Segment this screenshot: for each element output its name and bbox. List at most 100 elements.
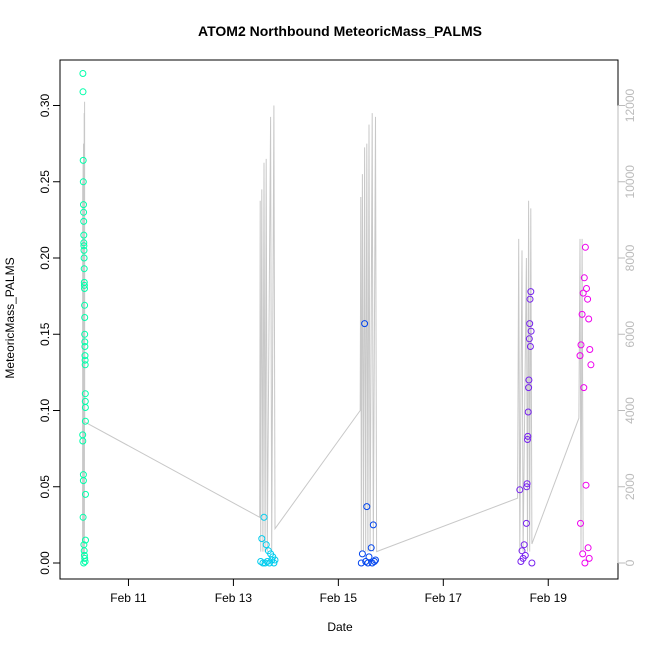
data-point <box>81 356 89 364</box>
data-point <box>524 408 532 416</box>
data-point <box>585 554 593 562</box>
data-point <box>357 559 365 567</box>
data-point <box>527 288 535 296</box>
data-point <box>580 384 588 392</box>
data-point <box>579 289 587 297</box>
data-point <box>80 239 88 247</box>
data-point <box>526 320 534 328</box>
data-point <box>81 417 89 425</box>
data-points-layer <box>79 70 595 567</box>
data-point <box>579 550 587 558</box>
data-point <box>576 352 584 360</box>
data-point <box>584 544 592 552</box>
data-point <box>79 70 87 77</box>
data-point <box>584 295 592 303</box>
data-point <box>80 217 88 225</box>
data-point <box>364 559 372 567</box>
data-point <box>361 320 369 328</box>
altitude-line <box>82 101 584 564</box>
y-tick-label: 0.05 <box>38 475 52 499</box>
data-point <box>258 535 266 543</box>
data-point <box>358 550 366 558</box>
data-point <box>522 519 530 527</box>
data-point <box>516 486 524 494</box>
y2-tick-label: 10000 <box>623 165 637 199</box>
x-tick-label: Feb 11 <box>110 591 147 605</box>
data-point <box>524 432 532 440</box>
data-point <box>517 558 525 565</box>
data-point <box>583 285 590 292</box>
data-point <box>526 343 534 350</box>
data-point <box>80 231 88 239</box>
data-point <box>79 156 87 164</box>
data-point <box>367 544 375 552</box>
data-point <box>80 201 87 209</box>
y-tick-label: 0.15 <box>38 322 52 346</box>
data-point <box>81 301 89 309</box>
data-point <box>262 541 270 549</box>
x-tick-label: Feb 15 <box>320 591 358 605</box>
data-point <box>259 559 267 567</box>
data-point <box>260 513 268 521</box>
data-point <box>79 178 87 186</box>
data-point <box>79 88 87 96</box>
plot-frame <box>59 59 619 580</box>
data-point <box>81 343 89 350</box>
data-point <box>80 559 88 567</box>
x-tick-label: Feb 19 <box>530 591 568 605</box>
y2-tick-label: 6000 <box>623 321 637 348</box>
data-point <box>581 559 589 567</box>
data-point <box>527 327 535 335</box>
data-point <box>81 352 89 360</box>
data-point <box>81 338 89 346</box>
data-point <box>525 335 533 343</box>
data-point <box>582 481 590 489</box>
y-axis-label: MeteoricMass_PALMS <box>3 257 17 378</box>
data-point <box>270 559 278 567</box>
y2-tick-label: 4000 <box>623 397 637 424</box>
data-point <box>578 310 586 318</box>
data-point <box>80 281 88 289</box>
data-point <box>518 547 526 555</box>
data-point <box>81 330 89 338</box>
data-point <box>523 480 531 488</box>
data-point <box>80 547 88 555</box>
data-point <box>80 265 88 273</box>
data-point <box>580 274 588 282</box>
y-tick-label: 0.20 <box>38 246 52 270</box>
y-tick-label: 0.30 <box>38 93 52 117</box>
data-point <box>271 556 279 564</box>
data-point <box>80 246 88 254</box>
data-point <box>81 361 89 369</box>
x-tick-label: Feb 13 <box>215 591 253 605</box>
x-axis-label: Date <box>327 620 353 634</box>
y-tick-label: 0.00 <box>38 551 52 575</box>
data-point <box>585 315 593 323</box>
data-point <box>80 242 88 250</box>
data-point <box>369 521 377 529</box>
data-point <box>363 503 371 511</box>
data-point <box>81 558 89 565</box>
data-point <box>524 436 531 443</box>
y-tick-label: 0.25 <box>38 170 52 194</box>
y2-tick-label: 2000 <box>623 473 637 500</box>
data-point <box>81 285 88 292</box>
data-point <box>587 361 595 369</box>
y-axis: 0.00 0.05 0.10 0.15 0.20 0.25 0.30 <box>38 93 61 575</box>
data-point <box>528 559 536 567</box>
data-point <box>581 243 589 251</box>
data-point <box>79 437 87 445</box>
x-tick-label: Feb 17 <box>425 591 463 605</box>
data-point <box>81 314 89 321</box>
data-point <box>370 558 378 565</box>
y2-tick-label: 12000 <box>623 88 637 122</box>
y2-tick-label: 8000 <box>623 244 637 271</box>
data-point <box>523 483 531 491</box>
x-axis: Feb 11 Feb 13 Feb 15 Feb 17 Feb 19 <box>110 578 568 605</box>
data-point <box>577 341 585 349</box>
y2-tick-label: 0 <box>623 559 637 566</box>
data-point <box>80 254 88 262</box>
y2-axis: 0 2000 4000 6000 8000 10000 12000 <box>617 88 637 566</box>
y-tick-label: 0.10 <box>38 398 52 422</box>
